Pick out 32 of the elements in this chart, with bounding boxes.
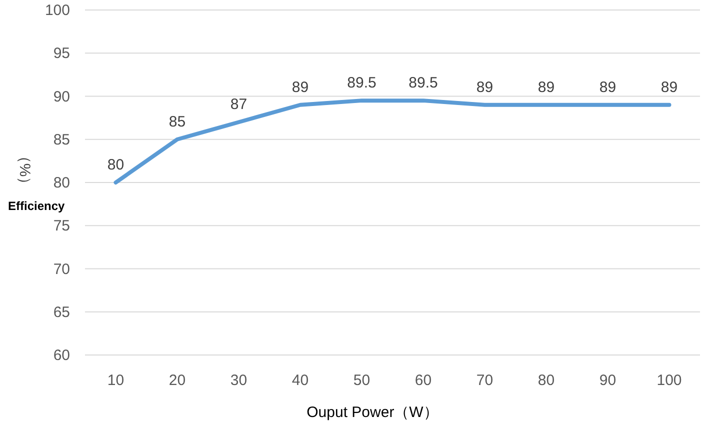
data-label: 89	[599, 78, 616, 96]
data-label: 89.5	[347, 74, 376, 92]
x-tick-label: 80	[538, 372, 555, 389]
x-tick-label: 20	[168, 372, 186, 389]
x-tick-label: 40	[292, 372, 309, 389]
y-tick-label: 60	[53, 347, 70, 364]
data-label: 85	[168, 113, 186, 130]
x-tick-label: 10	[107, 372, 124, 389]
y-tick-label: 90	[53, 88, 70, 106]
data-label: 89	[292, 78, 309, 96]
text: Efficiency	[8, 199, 66, 213]
y-axis-title: （%）	[16, 148, 33, 192]
x-tick-label: 70	[476, 372, 494, 389]
y-tick-label: 70	[53, 260, 70, 278]
x-tick-label: 60	[414, 372, 432, 389]
data-label: 89.5	[408, 74, 438, 92]
y-tick-label: 75	[53, 218, 70, 235]
y-tick-label: 65	[53, 304, 70, 321]
x-axis-title: Ouput Power（W）	[306, 404, 438, 421]
y-tick-label: 80	[53, 174, 70, 192]
data-label: 87	[230, 96, 248, 114]
data-label: 89	[476, 78, 494, 96]
x-tick-label: 90	[599, 372, 616, 389]
y-tick-label: 100	[44, 2, 70, 19]
y-tick-label: 85	[53, 131, 70, 148]
data-label: 89	[660, 78, 678, 96]
data-label: 89	[538, 78, 555, 96]
x-tick-label: 100	[656, 372, 682, 389]
x-tick-label: 50	[353, 372, 370, 389]
data-label: 80	[107, 156, 124, 174]
x-tick-label: 30	[230, 372, 248, 389]
y-tick-label: 95	[53, 45, 70, 62]
